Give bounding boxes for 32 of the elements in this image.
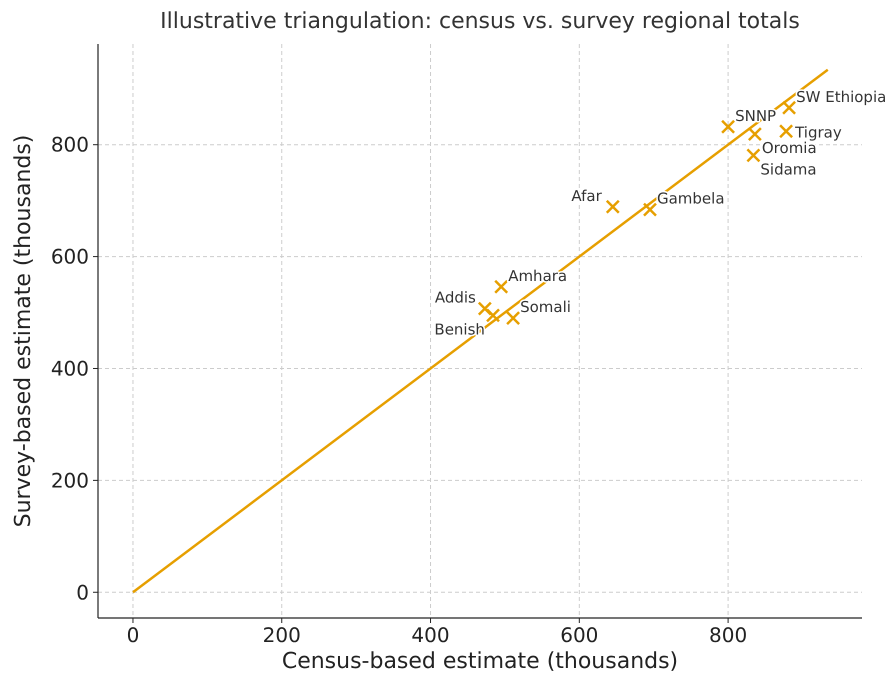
- point: [746, 148, 761, 163]
- point: [478, 301, 492, 316]
- annotation: Afar: [571, 186, 603, 205]
- y-tick-label: 200: [50, 468, 89, 492]
- point: [494, 280, 508, 294]
- point: [782, 100, 796, 116]
- point: [486, 308, 500, 323]
- x-axis-title: Census-based estimate (thousands): [282, 649, 678, 674]
- x-tick-label: 400: [411, 623, 450, 647]
- chart-title: Illustrative triangulation: census vs. survey regional totals: [160, 9, 800, 34]
- point: [748, 126, 762, 142]
- point: [606, 200, 620, 214]
- annotation: Gambela: [656, 190, 725, 208]
- y-tick-label: 800: [50, 132, 89, 157]
- x-tick-label: 800: [709, 623, 748, 647]
- annotation: SW Ethiopia: [796, 88, 886, 106]
- y-tick-label: 600: [50, 244, 89, 269]
- annotation: Benish: [434, 320, 485, 338]
- x-tick-label: 600: [560, 623, 598, 647]
- y-tick-label: 400: [50, 356, 89, 380]
- annotation: Addis: [434, 288, 476, 307]
- point: [720, 120, 736, 134]
- point: [642, 202, 658, 217]
- annotation: Somali: [520, 298, 571, 316]
- annotation: Sidama: [760, 160, 817, 178]
- point: [506, 310, 520, 326]
- point: [778, 124, 794, 139]
- y-tick-label: 0: [76, 580, 89, 604]
- annotation: Tigray: [794, 123, 842, 142]
- x-tick-label: 0: [126, 623, 140, 647]
- x-tick-label: 200: [262, 623, 301, 647]
- y-axis-title: Survey-based estimate (thousands): [11, 134, 36, 528]
